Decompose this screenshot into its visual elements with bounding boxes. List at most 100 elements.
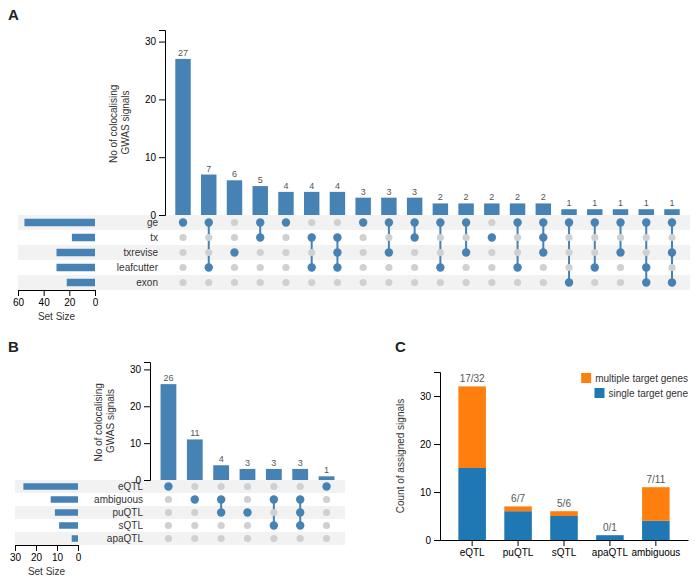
inactive-dot [165, 496, 172, 503]
data-label: 4 [219, 454, 224, 464]
active-dot [591, 263, 599, 271]
y-axis-title: No of colocalising GWAS signals [93, 380, 116, 461]
bar [561, 209, 576, 215]
inactive-dot [323, 509, 330, 516]
row-band [18, 275, 690, 290]
active-dot [333, 233, 341, 241]
tick-mark [15, 545, 16, 551]
inactive-dot [514, 249, 521, 256]
active-dot [642, 263, 650, 271]
tick-label: 10 [145, 152, 157, 163]
bar-segment [596, 535, 624, 540]
active-dot [591, 218, 599, 226]
active-dot [270, 495, 278, 503]
inactive-dot [323, 496, 330, 503]
set-size-bar [55, 509, 78, 516]
active-dot [488, 233, 496, 241]
row-band [18, 215, 690, 230]
bar [240, 469, 256, 480]
data-label: 26 [163, 373, 173, 383]
set-size-axis: 6040200 [13, 290, 99, 308]
data-label: 3 [412, 187, 417, 197]
bar [381, 198, 396, 215]
bar [355, 198, 370, 215]
bar-segment [596, 535, 624, 536]
inactive-dot [218, 535, 225, 542]
bar [407, 198, 422, 215]
tick-mark [564, 540, 565, 546]
inactive-dot [191, 509, 198, 516]
tick-label: 40 [39, 297, 51, 308]
annotation: 6/7 [511, 493, 525, 504]
bar-segment [642, 487, 670, 521]
inactive-dot [565, 234, 572, 241]
data-label: 7 [206, 164, 211, 174]
inactive-dot [385, 234, 392, 241]
active-dot [296, 495, 304, 503]
tick-label: ambiguous [631, 547, 680, 558]
set-size-bar [57, 249, 96, 257]
inactive-dot [643, 249, 650, 256]
bars [175, 59, 679, 215]
annotation: 0/1 [603, 522, 617, 533]
axis-line [159, 31, 166, 216]
inactive-dot [179, 279, 186, 286]
inactive-dot [191, 535, 198, 542]
active-dot [359, 218, 367, 226]
data-label: 1 [669, 198, 674, 208]
inactive-dot [270, 535, 277, 542]
bar-segment [642, 521, 670, 540]
tick-mark [95, 290, 96, 296]
inactive-dot [437, 249, 444, 256]
data-label: 11 [190, 428, 199, 438]
tick-label: 30 [10, 552, 22, 563]
set-label: leafcutter [117, 262, 159, 273]
data-label: 3 [361, 187, 366, 197]
set-size-axis-title: Set Size [38, 311, 76, 322]
inactive-dot [565, 249, 572, 256]
tick: sQTL [552, 540, 577, 558]
active-dot [243, 508, 251, 516]
set-size-bar [59, 522, 78, 529]
tick-mark [434, 540, 440, 541]
bar [213, 465, 229, 480]
tick-mark [144, 480, 150, 481]
tick-mark [159, 157, 165, 158]
inactive-dot [565, 264, 572, 271]
set-size-bar [72, 535, 78, 542]
inactive-dot [231, 279, 238, 286]
active-dot [668, 248, 676, 256]
annotation: 7/11 [646, 474, 665, 485]
tick-label: eQTL [460, 547, 485, 558]
bar [161, 384, 177, 480]
inactive-dot [411, 264, 418, 271]
inactive-dot [270, 509, 277, 516]
set-label: txrevise [124, 247, 159, 258]
active-dot [205, 218, 213, 226]
active-dot [307, 233, 315, 241]
active-dot [616, 248, 624, 256]
inactive-dot [591, 249, 598, 256]
axis-line [16, 546, 79, 552]
row-band [15, 506, 345, 519]
tick: 0 [425, 535, 440, 546]
tick: 30 [130, 364, 150, 375]
set-size-bars [23, 483, 78, 542]
bar [187, 439, 203, 480]
inactive-dot [191, 522, 198, 529]
data-label: 4 [309, 181, 314, 191]
inactive-dot [514, 234, 521, 241]
tick: 60 [13, 290, 25, 308]
upset-panel: 2611433310102030No of colocalising GWAS … [10, 363, 345, 578]
active-dot [282, 218, 290, 226]
legend-item: multiple target genes [581, 373, 688, 384]
inactive-dot [297, 483, 304, 490]
data-label: 1 [324, 465, 329, 475]
active-dot [179, 218, 187, 226]
row-band [15, 480, 345, 493]
annotation: 17/32 [460, 373, 485, 384]
inactive-dot [179, 264, 186, 271]
inactive-dot [282, 279, 289, 286]
bar-segment [550, 511, 578, 516]
tick: 20 [145, 94, 165, 105]
